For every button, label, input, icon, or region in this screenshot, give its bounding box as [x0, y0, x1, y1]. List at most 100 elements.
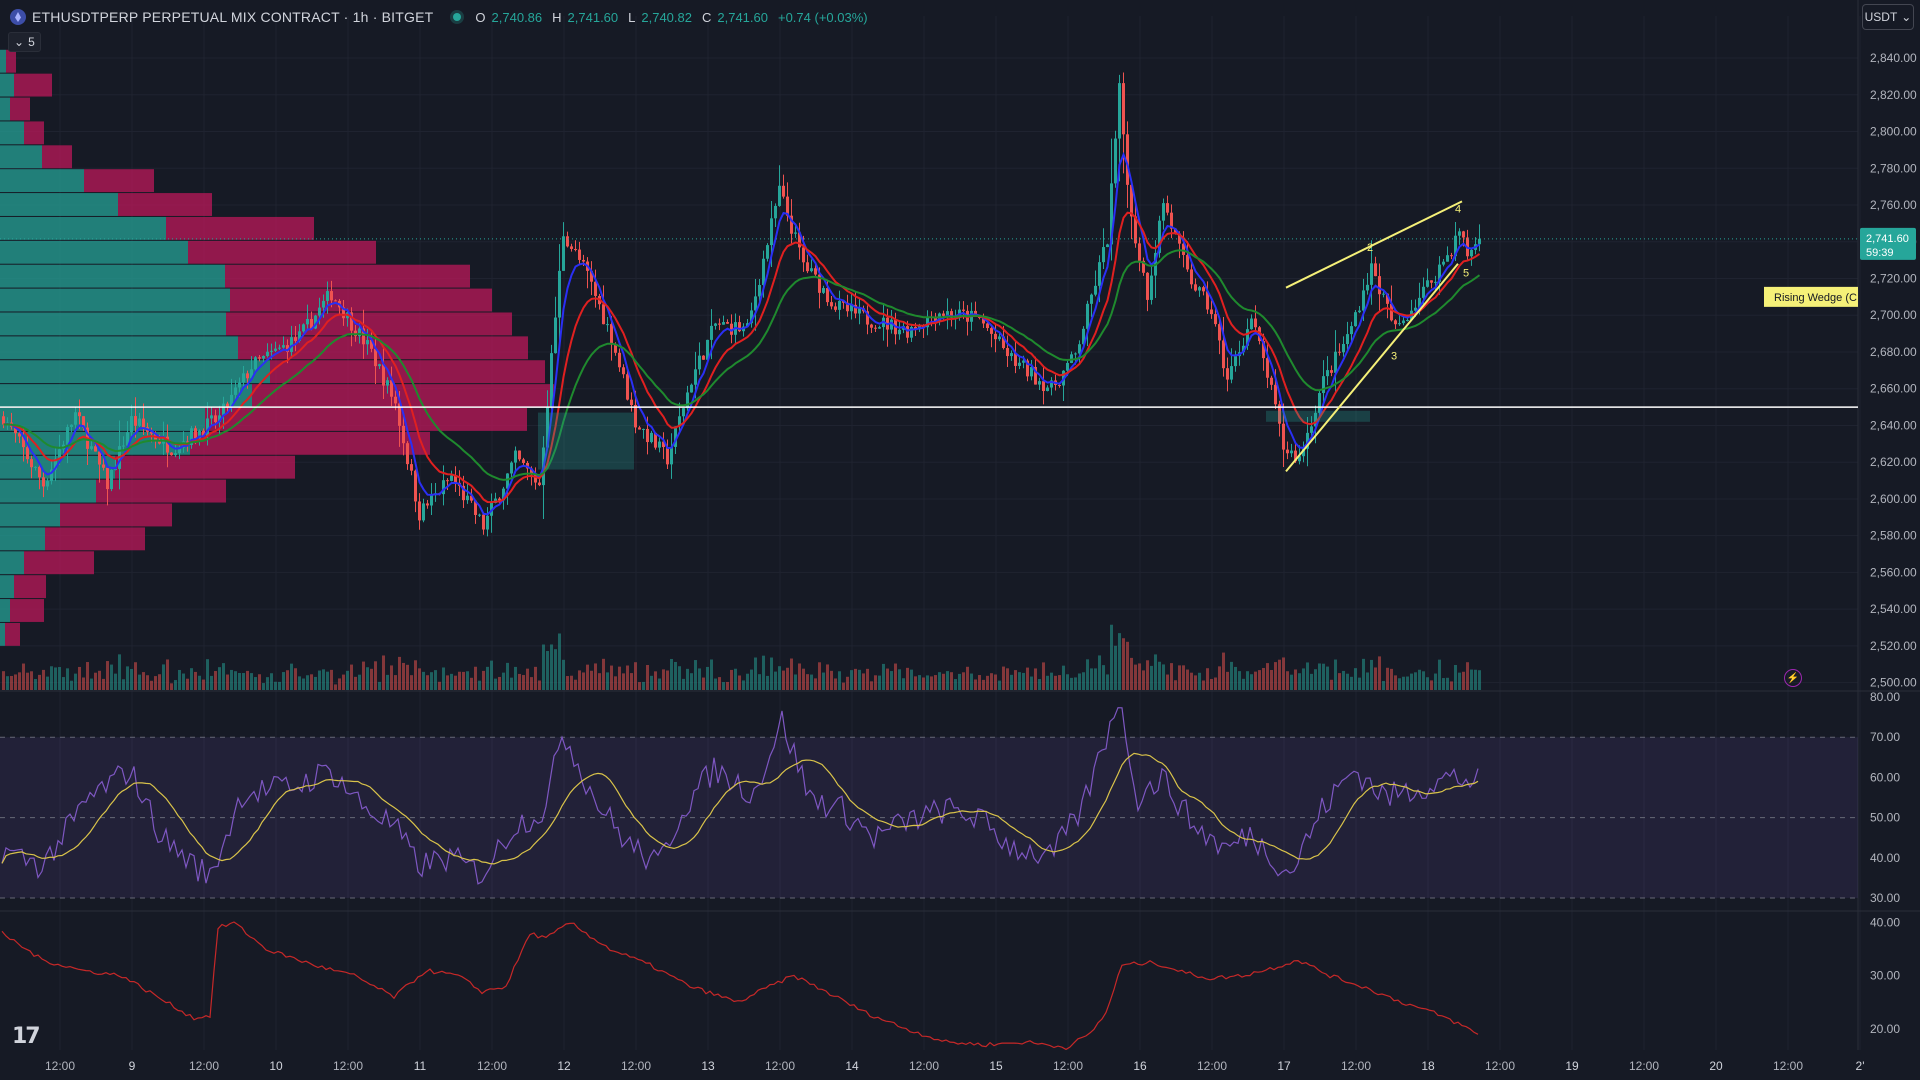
volume-bar	[358, 674, 361, 690]
tradingview-logo-icon[interactable]: 17	[12, 1024, 41, 1049]
pattern-label-box	[1764, 286, 1858, 307]
candle-body	[1022, 360, 1025, 363]
price-tick-label: 2,700.00	[1870, 308, 1917, 322]
rsi-band-fill	[0, 737, 1858, 898]
rsi-tick-label: 40.00	[1870, 851, 1900, 865]
volume-bar	[10, 675, 13, 690]
candle-body	[1358, 310, 1361, 313]
volume-bar	[758, 674, 761, 690]
candle-body	[1278, 404, 1281, 424]
volume-bar	[70, 680, 73, 690]
symbol-title[interactable]: ETHUSDTPERP PERPETUAL MIX CONTRACT · 1h …	[32, 9, 434, 25]
candle-body	[814, 268, 817, 275]
volume-profile-down-bar	[10, 599, 44, 622]
ohlc-values: O 2,740.86 H 2,741.60 L 2,740.82 C 2,741.60 …	[475, 10, 867, 25]
candle-body	[1394, 320, 1397, 325]
candle-body	[410, 464, 413, 471]
candle-body	[806, 262, 809, 272]
volume-bar	[934, 675, 937, 690]
volume-bar	[598, 673, 601, 690]
candle-body	[466, 495, 469, 501]
candle-body	[870, 324, 873, 328]
volume-bar	[1382, 680, 1385, 690]
rising-wedge-pattern[interactable]: 2 3 4 5 Rising Wedge (C	[1285, 200, 1858, 473]
volume-bar	[94, 672, 97, 690]
candle-body	[1330, 370, 1333, 373]
candle-body	[1126, 134, 1129, 185]
volume-bar	[1310, 673, 1313, 690]
volume-bar	[398, 656, 401, 690]
candle-body	[666, 447, 669, 465]
volume-bar	[910, 669, 913, 690]
volume-bar	[638, 682, 641, 690]
volume-bar	[750, 669, 753, 690]
volume-bar	[482, 670, 485, 690]
volume-bar	[610, 665, 613, 690]
candle-body	[218, 415, 221, 423]
volume-bar	[86, 662, 89, 690]
candle-body	[822, 288, 825, 293]
ohlc-open-key: O	[475, 9, 486, 25]
volume-bar	[1030, 676, 1033, 690]
volume-profile-up-bar	[0, 575, 14, 599]
volume-bar	[318, 670, 321, 690]
volume-profile-down-bar	[205, 408, 527, 431]
volume-bar	[326, 671, 329, 690]
volume-bar	[694, 660, 697, 690]
volume-bar	[534, 666, 537, 690]
volume-bar	[226, 674, 229, 690]
candle-body	[1418, 297, 1421, 308]
volume-bar	[1274, 662, 1277, 690]
price-tick-label: 2,820.00	[1870, 88, 1917, 102]
candle-body	[238, 382, 241, 388]
indicator-count: 5	[28, 35, 35, 49]
candle-body	[1314, 412, 1317, 427]
chart-header: ETHUSDTPERP PERPETUAL MIX CONTRACT · 1h …	[10, 6, 868, 28]
volume-bar	[590, 670, 593, 690]
volume-bar	[1342, 670, 1345, 690]
volume-bar	[110, 664, 113, 690]
ema-mid-line	[3, 211, 1481, 504]
price-axis[interactable]: 2,840.00 2,820.00 2,800.00 2,780.00 2,760.00…	[1860, 51, 1917, 690]
indicators-toggle-button[interactable]: ⌄ 5	[8, 32, 41, 52]
ohlc-low-key: L	[628, 9, 636, 25]
volume-bar	[858, 669, 861, 690]
candle-body	[778, 185, 781, 206]
currency-select[interactable]: USDT ⌄	[1862, 4, 1914, 30]
candle-body	[990, 328, 993, 334]
time-axis[interactable]: 12:00 9 12:00 10 12:00 11 12:00 12 12:00 13 12:00 1…	[45, 1059, 1865, 1073]
candle-body	[202, 430, 205, 437]
candle-body	[674, 426, 677, 447]
candle-body	[1014, 353, 1017, 366]
volume-bar	[774, 671, 777, 690]
volume-bar	[1226, 671, 1229, 690]
candle-body	[706, 339, 709, 360]
volume-bar	[238, 673, 241, 690]
time-tick-label: 16	[1133, 1059, 1147, 1073]
candle-body	[866, 311, 869, 325]
volume-bar	[1334, 659, 1337, 690]
candle-body	[986, 323, 989, 329]
volume-bar	[574, 679, 577, 690]
ema-slow-line	[3, 249, 1481, 481]
volume-bar	[454, 675, 457, 690]
volume-bar	[1418, 669, 1421, 690]
volume-bar	[830, 670, 833, 690]
candle-body	[1258, 327, 1261, 342]
candle-body	[590, 270, 593, 282]
volume-bar	[614, 676, 617, 690]
volume-bar	[1246, 671, 1249, 690]
volume-bar	[122, 679, 125, 690]
volume-bar	[1090, 668, 1093, 690]
candle-body	[562, 236, 565, 271]
currency-label: USDT	[1864, 10, 1898, 24]
order-block-zone	[1266, 410, 1370, 422]
volume-bar	[906, 667, 909, 690]
candle-body	[18, 433, 21, 437]
volume-bar	[666, 670, 669, 690]
candle-body	[514, 450, 517, 463]
volume-bar	[1222, 652, 1225, 690]
bolt-icon[interactable]: ⚡	[1784, 669, 1802, 687]
volume-bar	[1402, 676, 1405, 690]
